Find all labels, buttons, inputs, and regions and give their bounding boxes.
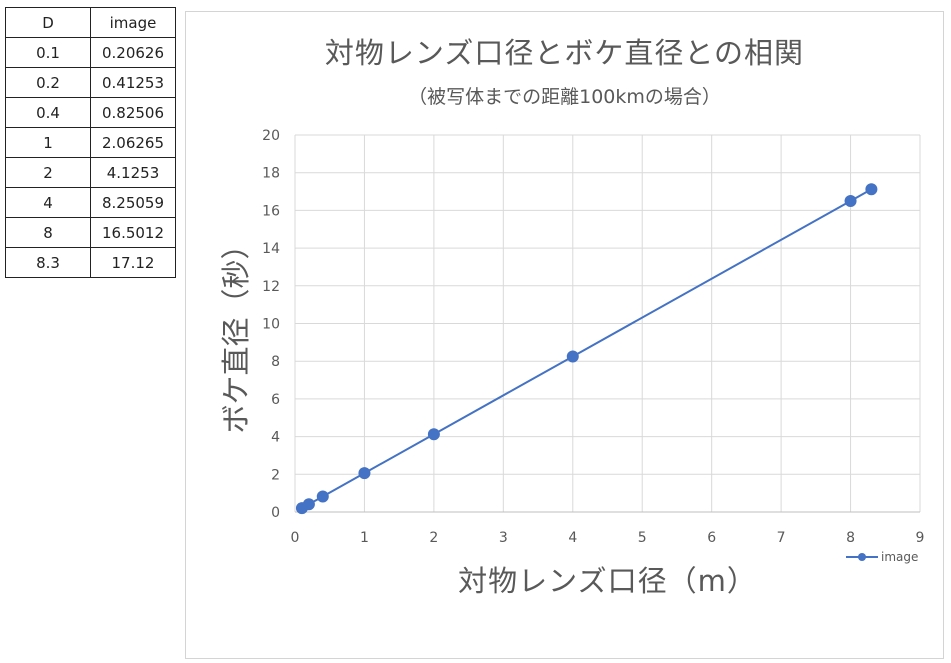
x-tick-label: 3 [499,530,508,546]
table-cell[interactable]: 4.1253 [90,157,176,188]
x-tick-label: 1 [360,530,369,546]
table-cell[interactable]: 0.2 [5,67,91,98]
data-point [844,194,857,207]
data-point [427,428,440,441]
x-axis-label: 対物レンズ口径（m） [458,564,757,598]
table-row: 4 8.25059 [5,187,176,218]
table-cell[interactable]: 0.41253 [90,67,176,98]
table-row: 0.4 0.82506 [5,97,176,128]
data-table: D image 0.1 0.20626 0.2 0.41253 0.4 0.82506… [5,7,176,278]
y-tick-label: 16 [262,203,280,219]
table-cell[interactable]: 8.3 [5,247,91,278]
y-tick-label: 10 [262,317,280,333]
series-line [301,188,872,509]
table-cell[interactable]: 0.4 [5,97,91,128]
chart-title: 対物レンズ口径とボケ直径との相関 [324,36,805,70]
y-axis-label: ボケ直径（秒） [219,230,253,434]
x-tick-label: 9 [916,530,925,546]
legend-line-marker-icon [846,551,878,563]
table-cell[interactable]: 2.06265 [90,127,176,158]
y-tick-label: 6 [271,392,280,408]
y-tick-label: 4 [271,430,280,446]
y-tick-label: 14 [262,241,280,257]
x-tick-label: 4 [568,530,577,546]
table-row: 1 2.06265 [5,127,176,158]
y-tick-label: 20 [262,128,280,144]
x-tick-label: 0 [291,530,300,546]
x-tick-label: 8 [846,530,855,546]
x-tick-label: 6 [707,530,716,546]
table-cell[interactable]: 8.25059 [90,187,176,218]
legend-label: image [881,550,919,564]
chart-area[interactable] [185,11,944,659]
data-point [566,350,579,363]
chart-legend[interactable]: image [846,548,918,566]
data-point [865,183,878,196]
data-point [358,467,371,480]
y-tick-label: 12 [262,279,280,295]
x-tick-label: 7 [777,530,786,546]
table-cell[interactable]: 0.82506 [90,97,176,128]
x-tick-label: 2 [429,530,438,546]
table-cell[interactable]: 8 [5,217,91,248]
y-tick-label: 2 [271,467,280,483]
table-row: 8.3 17.12 [5,247,176,278]
data-point [302,498,315,511]
table-cell[interactable]: 2 [5,157,91,188]
y-tick-label: 8 [271,354,280,370]
y-tick-label: 0 [271,505,280,521]
table-cell[interactable]: 17.12 [90,247,176,278]
data-point [316,490,329,503]
y-tick-label: 18 [262,166,280,182]
table-row: 2 4.1253 [5,157,176,188]
x-tick-label: 5 [638,530,647,546]
table-row: 0.2 0.41253 [5,67,176,98]
chart-subtitle: （被写体までの距離100kmの場合） [408,86,721,108]
table-cell[interactable]: 4 [5,187,91,218]
